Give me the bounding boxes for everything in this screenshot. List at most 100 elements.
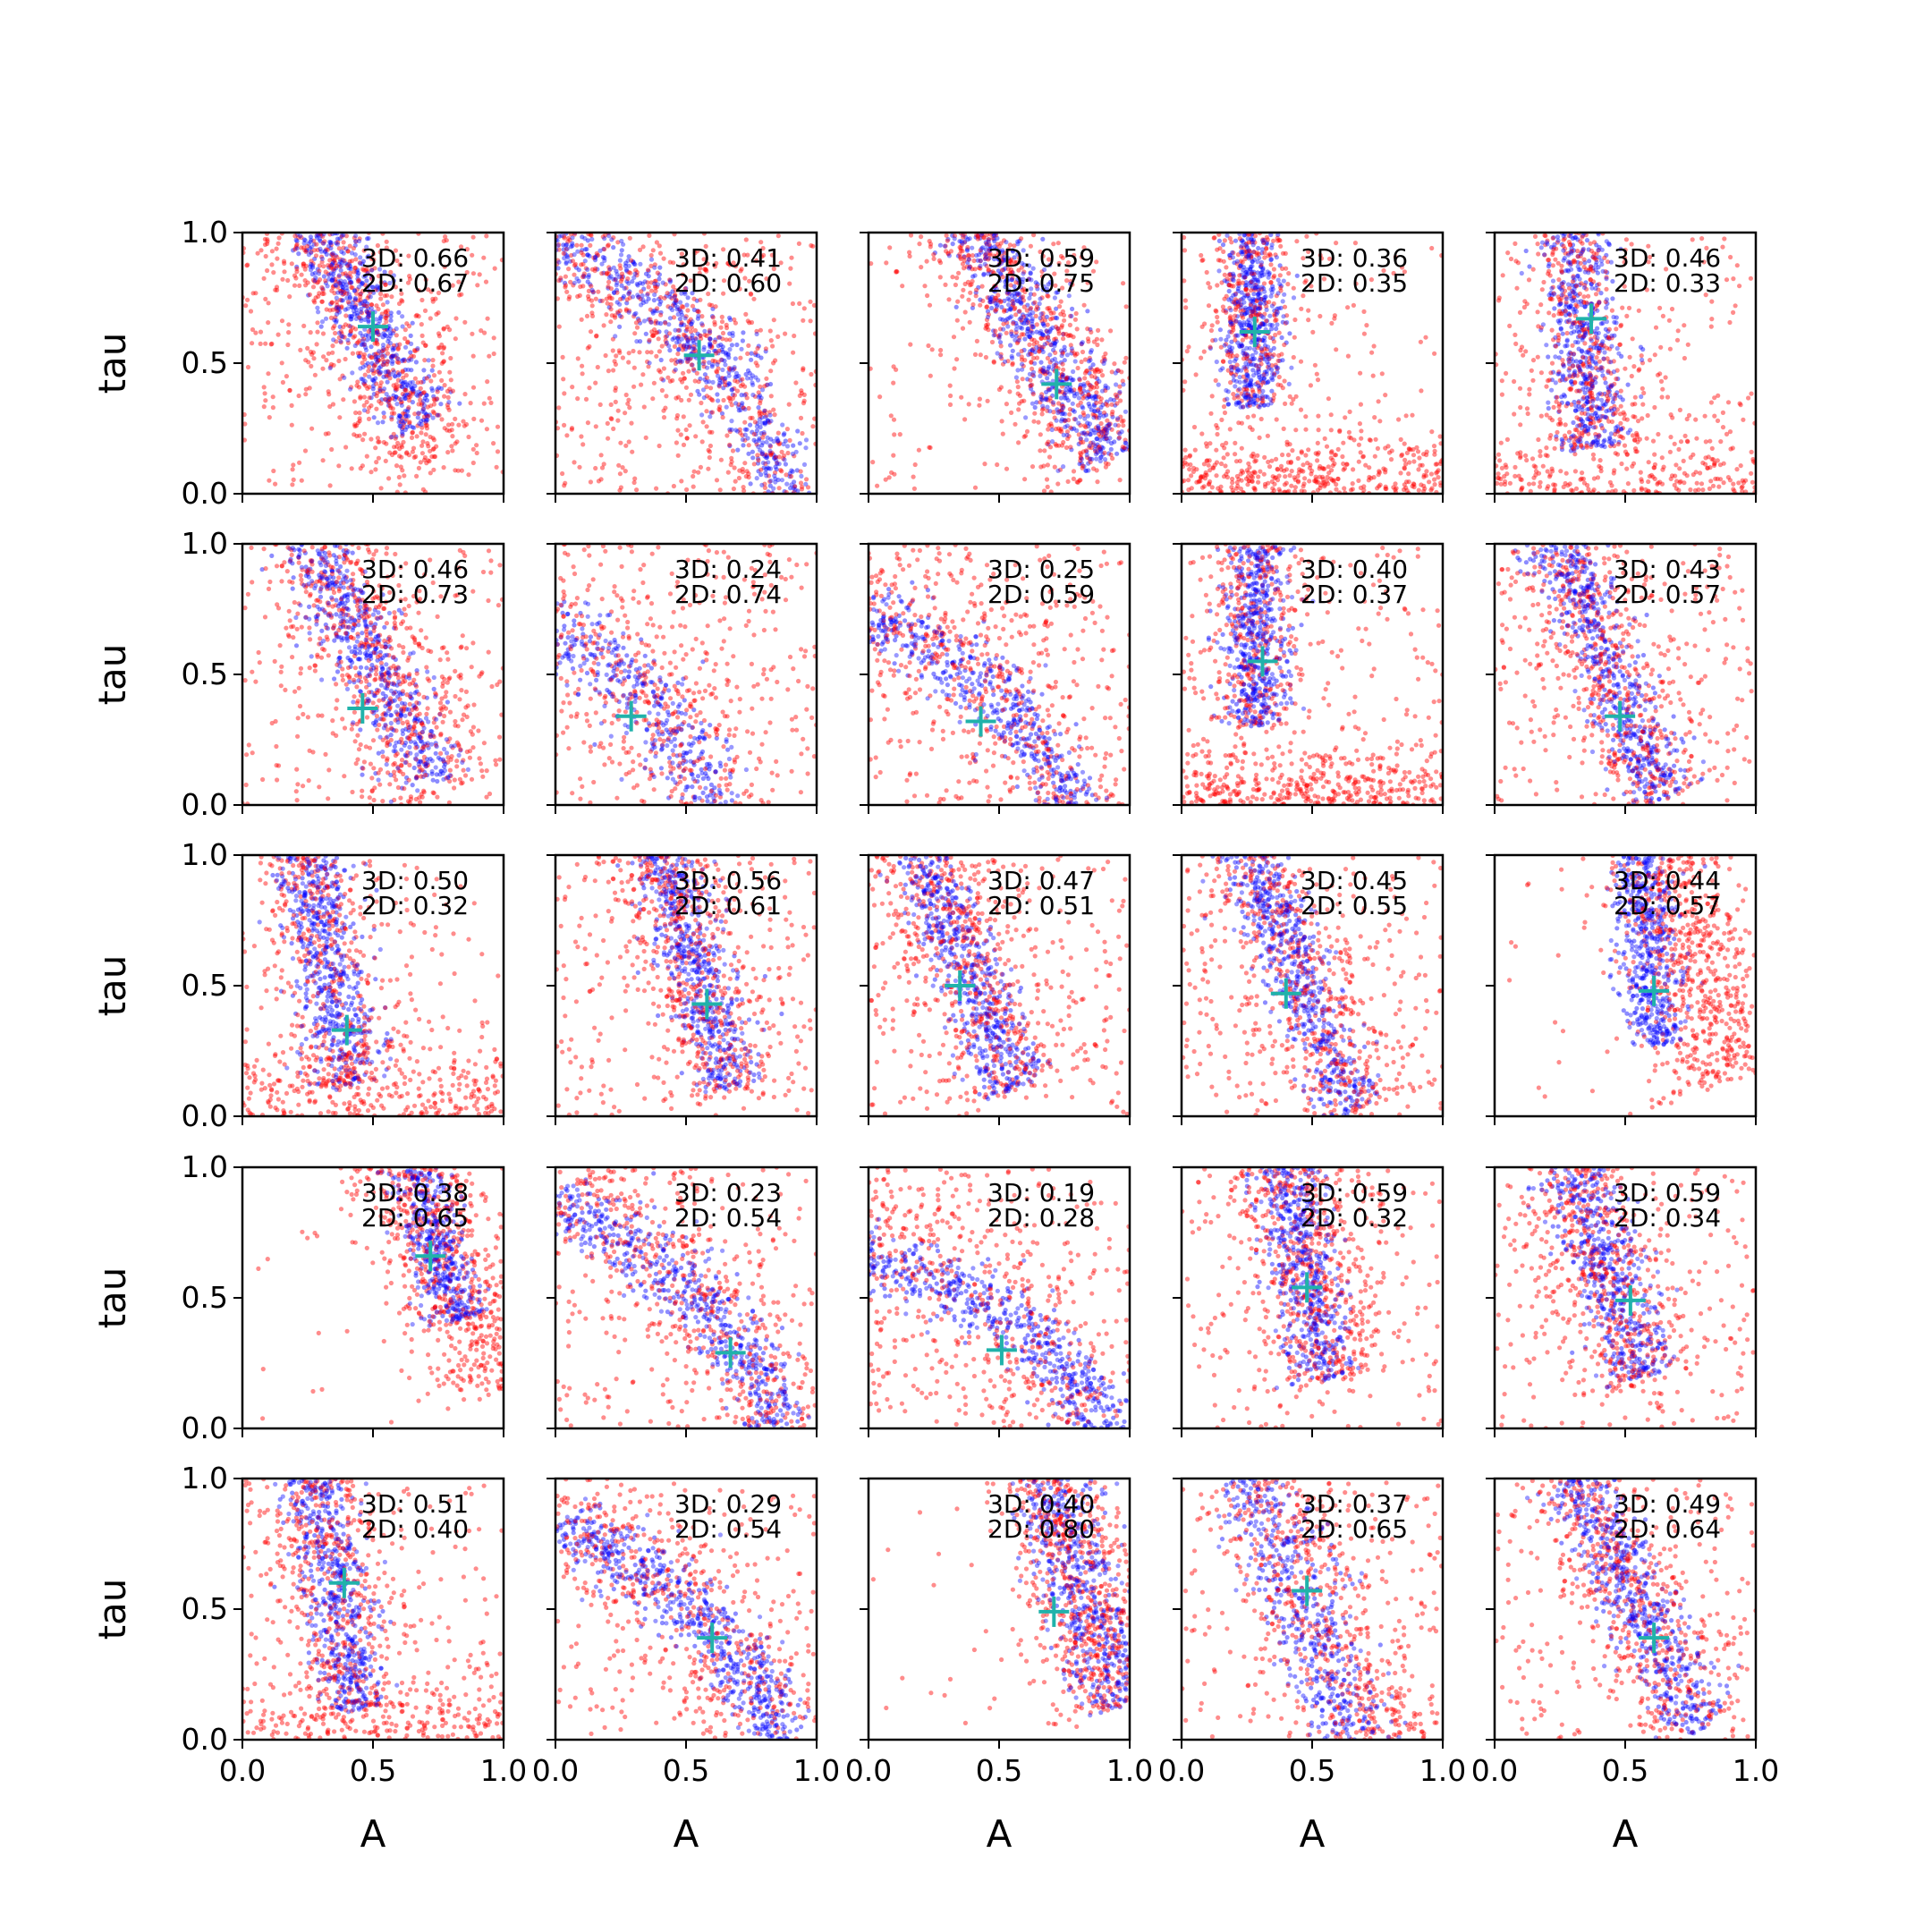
point-2d	[1121, 281, 1126, 286]
point-3d	[1259, 320, 1265, 326]
point-2d	[1406, 479, 1411, 485]
point-3d	[309, 263, 315, 268]
point-2d	[1087, 355, 1092, 360]
point-2d	[618, 440, 623, 445]
point-2d	[399, 445, 405, 450]
point-2d	[708, 396, 715, 402]
point-2d	[324, 358, 329, 363]
point-3d	[988, 300, 994, 305]
point-3d	[374, 354, 379, 360]
point-2d	[1290, 448, 1295, 453]
point-3d	[1241, 311, 1247, 317]
point-2d	[1010, 362, 1015, 368]
point-2d	[613, 388, 618, 394]
point-3d	[1028, 330, 1033, 335]
point-2d	[654, 353, 659, 359]
point-2d	[442, 426, 447, 431]
point-2d	[1103, 428, 1108, 433]
point-2d	[1095, 342, 1100, 348]
point-3d	[1249, 361, 1254, 368]
point-3d	[347, 314, 352, 319]
point-3d	[1230, 320, 1235, 326]
point-2d	[725, 260, 731, 266]
point-3d	[726, 381, 732, 386]
point-2d	[768, 369, 774, 374]
point-3d	[945, 236, 951, 242]
point-2d	[1280, 266, 1285, 271]
point-2d	[1291, 354, 1296, 360]
point-3d	[341, 233, 346, 238]
point-3d	[1069, 346, 1074, 352]
point-2d	[1187, 453, 1192, 459]
point-3d	[1217, 327, 1223, 333]
point-3d	[667, 277, 674, 283]
point-2d	[598, 477, 604, 482]
point-2d	[727, 367, 733, 372]
point-2d	[613, 386, 619, 391]
point-2d	[399, 454, 404, 460]
point-3d	[1091, 408, 1097, 414]
point-3d	[1244, 402, 1250, 407]
point-2d	[383, 282, 388, 287]
point-2d	[1269, 479, 1275, 485]
point-3d	[1019, 300, 1024, 305]
point-3d	[1247, 400, 1252, 405]
point-2d	[675, 428, 681, 433]
point-2d	[993, 284, 998, 289]
point-2d	[1004, 291, 1010, 296]
point-2d	[1437, 434, 1443, 439]
point-2d	[652, 284, 658, 289]
point-2d	[729, 459, 734, 464]
point-3d	[328, 271, 334, 276]
point-3d	[409, 357, 414, 362]
point-2d	[589, 267, 596, 272]
point-3d	[624, 268, 630, 274]
point-2d	[990, 269, 996, 275]
point-2d	[1256, 366, 1261, 372]
point-2d	[1272, 311, 1277, 318]
point-2d	[406, 253, 411, 258]
point-2d	[343, 271, 348, 276]
point-3d	[358, 301, 363, 307]
point-2d	[724, 433, 730, 438]
point-3d	[1261, 285, 1267, 292]
point-3d	[755, 377, 761, 383]
point-2d	[330, 402, 336, 407]
point-2d	[1257, 386, 1262, 392]
point-2d	[1187, 453, 1193, 458]
point-2d	[1249, 473, 1254, 479]
point-2d	[1215, 283, 1220, 288]
point-2d	[394, 385, 399, 390]
point-3d	[358, 309, 363, 315]
point-2d	[732, 366, 737, 371]
point-2d	[407, 420, 412, 426]
point-2d	[1071, 335, 1076, 340]
point-2d	[470, 252, 475, 258]
point-2d	[1062, 419, 1067, 424]
point-2d	[766, 473, 772, 479]
point-3d	[377, 365, 382, 370]
point-3d	[1069, 313, 1074, 318]
point-3d	[1224, 337, 1229, 343]
point-3d	[1277, 358, 1283, 363]
point-2d	[1061, 403, 1066, 409]
point-2d	[712, 339, 717, 344]
point-2d	[591, 255, 597, 260]
point-3d	[1037, 346, 1042, 352]
point-3d	[403, 385, 409, 390]
point-3d	[1244, 254, 1250, 259]
annotation-2d: 2D: 0.67	[361, 268, 469, 298]
point-2d	[1200, 258, 1206, 263]
point-3d	[1258, 305, 1263, 310]
point-3d	[387, 371, 393, 377]
point-2d	[1316, 450, 1321, 455]
point-3d	[685, 339, 691, 344]
point-3d	[640, 300, 646, 306]
point-2d	[614, 353, 619, 359]
point-2d	[907, 253, 912, 259]
point-3d	[641, 286, 647, 292]
point-2d	[299, 234, 304, 241]
point-3d	[384, 334, 389, 339]
point-2d	[1183, 454, 1189, 461]
